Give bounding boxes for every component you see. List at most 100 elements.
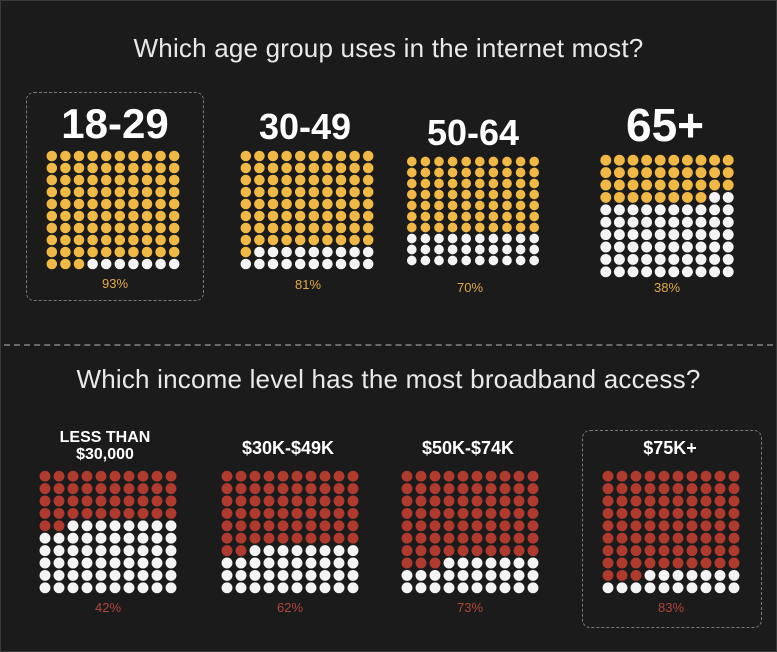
filled-dot-18-29 [155,186,166,198]
filled-dot-75k [686,470,698,482]
empty-dot-30k-49k [249,569,261,581]
filled-dot-30k-49k [235,545,247,557]
filled-dot-18-29 [73,150,85,162]
filled-dot-50-64 [447,178,458,189]
empty-dot-less-than-30-000 [151,582,163,594]
filled-dot-30-49 [349,162,360,174]
empty-dot-less-than-30-000 [53,582,65,594]
filled-dot-30k-49k [291,495,303,507]
waffle-age-18-29 [46,150,180,270]
filled-dot-50k-74k [401,520,413,532]
filled-dot-50k-74k [499,507,511,519]
filled-dot-75k [630,495,642,507]
filled-dot-75k [672,495,684,507]
filled-dot-75k [616,532,628,544]
filled-dot-18-29 [100,174,112,186]
filled-dot-less-than-30-000 [81,507,93,519]
filled-dot-65 [681,179,693,191]
filled-dot-less-than-30-000 [39,483,51,495]
filled-dot-18-29 [73,234,85,246]
waffle-income-50k-74k [401,470,539,594]
filled-dot-30-49 [322,186,333,198]
filled-dot-75k [602,569,614,581]
empty-dot-65 [695,229,707,241]
filled-dot-50-64 [420,189,431,200]
filled-dot-50-64 [474,200,485,211]
filled-dot-less-than-30-000 [151,483,163,495]
filled-dot-less-than-30-000 [67,507,79,519]
empty-dot-less-than-30-000 [109,582,121,594]
empty-dot-65 [641,253,653,265]
filled-dot-18-29 [46,186,58,198]
filled-dot-50-64 [434,167,444,178]
empty-dot-65 [641,241,653,253]
empty-dot-less-than-30-000 [81,545,93,557]
empty-dot-less-than-30-000 [67,545,79,557]
empty-dot-30k-49k [305,545,317,557]
filled-dot-30-49 [308,222,320,234]
filled-dot-75k [602,495,614,507]
filled-dot-50-64 [447,211,458,222]
empty-dot-less-than-30-000 [81,532,93,544]
filled-dot-65 [600,179,612,191]
empty-dot-65 [600,266,612,278]
filled-dot-18-29 [60,198,71,210]
empty-dot-less-than-30-000 [39,545,51,557]
filled-dot-30k-49k [319,470,331,482]
empty-dot-50-64 [461,233,472,244]
filled-dot-30-49 [322,198,333,210]
empty-dot-50-64 [406,255,417,266]
section-divider [4,344,773,346]
filled-dot-65 [709,154,721,166]
filled-dot-50-64 [406,189,417,200]
filled-dot-75k [686,557,698,569]
filled-dot-50-64 [434,200,444,211]
empty-dot-30-49 [335,246,347,258]
filled-dot-18-29 [168,150,180,162]
filled-dot-65 [668,191,680,203]
empty-dot-50k-74k [471,569,483,581]
empty-dot-65 [654,229,666,241]
filled-dot-30-49 [349,234,360,246]
empty-dot-50k-74k [429,569,441,581]
filled-dot-18-29 [168,210,180,222]
filled-dot-50-64 [474,178,485,189]
empty-dot-50-64 [502,255,512,266]
filled-dot-50k-74k [443,520,455,532]
filled-dot-75k [630,507,642,519]
empty-dot-less-than-30-000 [53,557,65,569]
filled-dot-30-49 [362,174,374,186]
empty-dot-65 [722,253,734,265]
filled-dot-18-29 [87,246,98,258]
filled-dot-50k-74k [485,520,497,532]
filled-dot-50-64 [502,222,512,233]
filled-dot-75k [602,520,614,532]
empty-dot-less-than-30-000 [39,569,51,581]
filled-dot-18-29 [73,258,85,270]
empty-dot-30k-49k [221,557,233,569]
filled-dot-18-29 [168,174,180,186]
filled-dot-30k-49k [263,470,275,482]
filled-dot-30-49 [294,174,306,186]
filled-dot-50k-74k [513,495,525,507]
empty-dot-65 [722,204,734,216]
filled-dot-30-49 [254,198,265,210]
filled-dot-30-49 [349,174,360,186]
empty-dot-less-than-30-000 [165,532,177,544]
empty-dot-less-than-30-000 [109,569,121,581]
empty-dot-50-64 [488,244,499,255]
filled-dot-30k-49k [277,470,289,482]
filled-dot-50-64 [488,189,499,200]
filled-dot-less-than-30-000 [95,470,107,482]
filled-dot-50k-74k [401,545,413,557]
filled-dot-50k-74k [401,532,413,544]
filled-dot-less-than-30-000 [123,507,135,519]
empty-dot-50k-74k [527,557,539,569]
filled-dot-30-49 [267,198,279,210]
filled-dot-30k-49k [277,495,289,507]
filled-dot-less-than-30-000 [109,483,121,495]
filled-dot-65 [641,191,653,203]
filled-dot-50-64 [420,156,431,167]
income-pct-75k-plus: 83% [657,600,685,615]
filled-dot-30-49 [362,186,374,198]
